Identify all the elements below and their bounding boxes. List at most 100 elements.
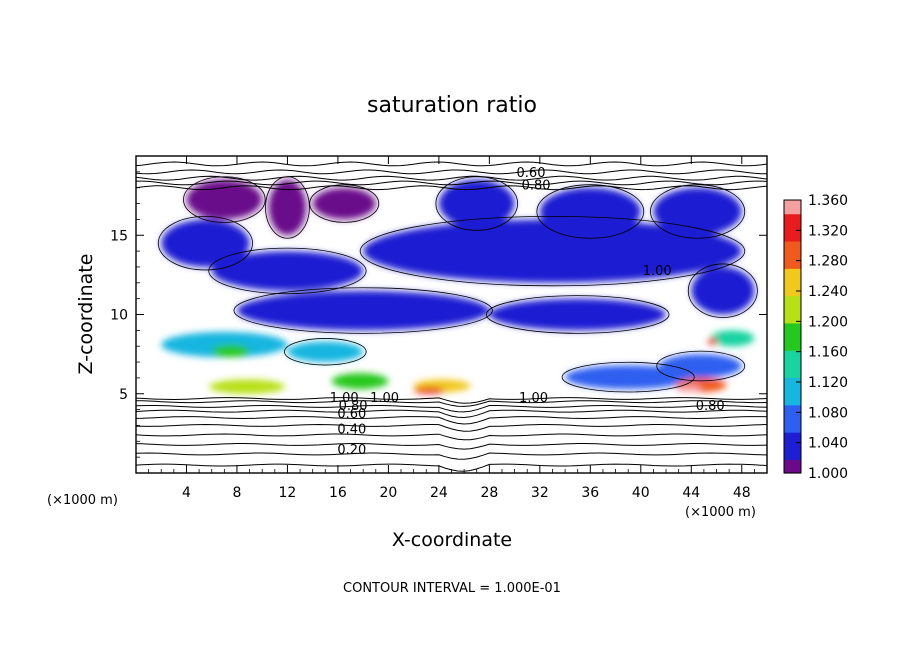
colorbar-swatch-2 [784, 459, 801, 465]
colorbar-swatch-52 [784, 231, 801, 237]
colorbar-swatch-24 [784, 359, 801, 365]
colorbar-swatch-55 [784, 218, 801, 224]
x-tick-label-9: 40 [632, 485, 650, 501]
colorbar-swatch-20 [784, 377, 801, 383]
colorbar-tick-label-2: 1.080 [808, 405, 848, 421]
x-origin-unit-label: (×1000 m) [47, 493, 118, 508]
x-tick-label-4: 20 [379, 485, 397, 501]
x-tick-label-7: 32 [531, 485, 549, 501]
colorbar-swatch-46 [784, 259, 801, 265]
saturation-region-13 [211, 344, 250, 358]
contour-label-4: 1.00 [519, 391, 548, 406]
saturation-region-12 [161, 331, 288, 358]
colorbar-swatch-17 [784, 391, 801, 397]
contour-low-6 [136, 409, 767, 419]
contour-outline-9 [233, 287, 493, 334]
contour-label-6: 0.80 [339, 399, 368, 414]
contour-label-0: 0.60 [517, 166, 546, 181]
contour-label-2: 1.00 [643, 264, 672, 279]
x-tick-label-1: 8 [232, 485, 241, 501]
contour-low-9 [136, 397, 767, 404]
colorbar-tick-label-3: 1.120 [808, 375, 848, 391]
contour-high-4 [136, 161, 767, 167]
colorbar-swatch-40 [784, 286, 801, 292]
contour-interval-note: CONTOUR INTERVAL = 1.000E-01 [343, 581, 561, 596]
colorbar-tick-label-1: 1.040 [808, 436, 848, 452]
saturation-region-9 [236, 290, 490, 331]
contour-outline-0 [183, 176, 266, 223]
x-tick-label-6: 28 [480, 485, 498, 501]
saturation-region-8 [211, 251, 364, 291]
colorbar-swatch-36 [784, 304, 801, 310]
x-axis-label: X-coordinate [392, 529, 512, 551]
x-tick-label-11: 48 [733, 485, 751, 501]
contour-outline-5 [536, 184, 645, 239]
colorbar-swatch-14 [784, 404, 801, 410]
contour-outline-6 [650, 184, 746, 239]
colorbar-swatch-23 [784, 363, 801, 369]
contour-label-8: 0.40 [337, 423, 366, 438]
x-axis-unit-label: (×1000 m) [685, 505, 756, 520]
contour-outline-22 [561, 361, 695, 393]
x-tick-label-5: 24 [430, 485, 448, 501]
contour-low-7 [136, 405, 767, 413]
contour-low-3 [136, 433, 767, 441]
colorbar-swatch-31 [784, 327, 801, 333]
contour-low-2 [136, 443, 767, 450]
contour-outline-11 [687, 263, 758, 318]
y-tick-label-0: 5 [119, 387, 128, 403]
colorbar-swatch-38 [784, 295, 801, 301]
colorbar-swatch-12 [784, 413, 801, 419]
x-tick-label-2: 12 [279, 485, 297, 501]
contour-label-10: 0.80 [696, 399, 725, 414]
colorbar: 1.000 1.040 1.080 1.120 1.160 1.200 1.240 1.280… [783, 193, 848, 482]
colorbar-swatch-48 [784, 250, 801, 256]
colorbar-swatch-15 [784, 400, 801, 406]
saturation-region-4 [438, 179, 515, 228]
colorbar-tick-label-4: 1.160 [808, 345, 848, 361]
saturation-region-6 [653, 187, 742, 236]
colorbar-swatch-4 [784, 450, 801, 456]
x-axis: 4 8 12 16 20 24 28 32 36 40 44 48 [148, 156, 755, 501]
contour-outline-7 [359, 216, 746, 287]
colorbar-swatch-7 [784, 436, 801, 442]
colorbar-tick-label-9: 1.360 [808, 193, 848, 209]
colorbar-swatch-10 [784, 422, 801, 429]
colorbar-swatch-56 [784, 213, 801, 219]
contour-low-5 [136, 416, 767, 425]
saturation-region-7 [363, 219, 742, 283]
colorbar-swatch-35 [784, 309, 801, 315]
colorbar-swatch-41 [784, 281, 801, 288]
y-tick-label-1: 10 [110, 308, 128, 324]
x-tick-label-10: 44 [682, 485, 700, 501]
contour-high-3 [136, 169, 767, 175]
contour-high-1 [136, 180, 767, 186]
saturation-region-11 [691, 266, 755, 315]
colorbar-swatch-43 [784, 272, 801, 278]
colorbar-swatch-1 [784, 463, 801, 470]
colorbar-tick-label-8: 1.320 [808, 223, 848, 239]
contour-high-2 [136, 175, 767, 181]
saturation-region-14 [287, 341, 364, 363]
contour-labels: 0.600.801.001.00 1.001.000.800.600.400.20… [330, 166, 725, 458]
saturation-region-19 [331, 373, 389, 389]
colorbar-tick-label-0: 1.000 [808, 466, 848, 482]
contour-label-5: 1.00 [330, 391, 359, 406]
colorbar-swatch-45 [784, 263, 801, 269]
colorbar-swatch-27 [784, 345, 801, 351]
colorbar-swatch-13 [784, 409, 801, 415]
saturation-region-3 [312, 187, 376, 220]
contour-label-3: 1.00 [370, 391, 399, 406]
contour-outline-2 [157, 216, 253, 271]
colorbar-swatch-21 [784, 372, 801, 379]
contour-outline-3 [309, 184, 380, 223]
y-axis: 5 10 15 [110, 171, 767, 458]
colorbar-swatch-30 [784, 331, 801, 338]
colorbar-swatch-49 [784, 245, 801, 251]
colorbar-swatch-8 [784, 432, 801, 438]
contour-outline-1 [265, 176, 310, 239]
contour-lines [136, 161, 767, 472]
saturation-region-10 [489, 298, 667, 331]
x-tick-label-0: 4 [182, 485, 191, 501]
x-tick-label-3: 16 [329, 485, 347, 501]
